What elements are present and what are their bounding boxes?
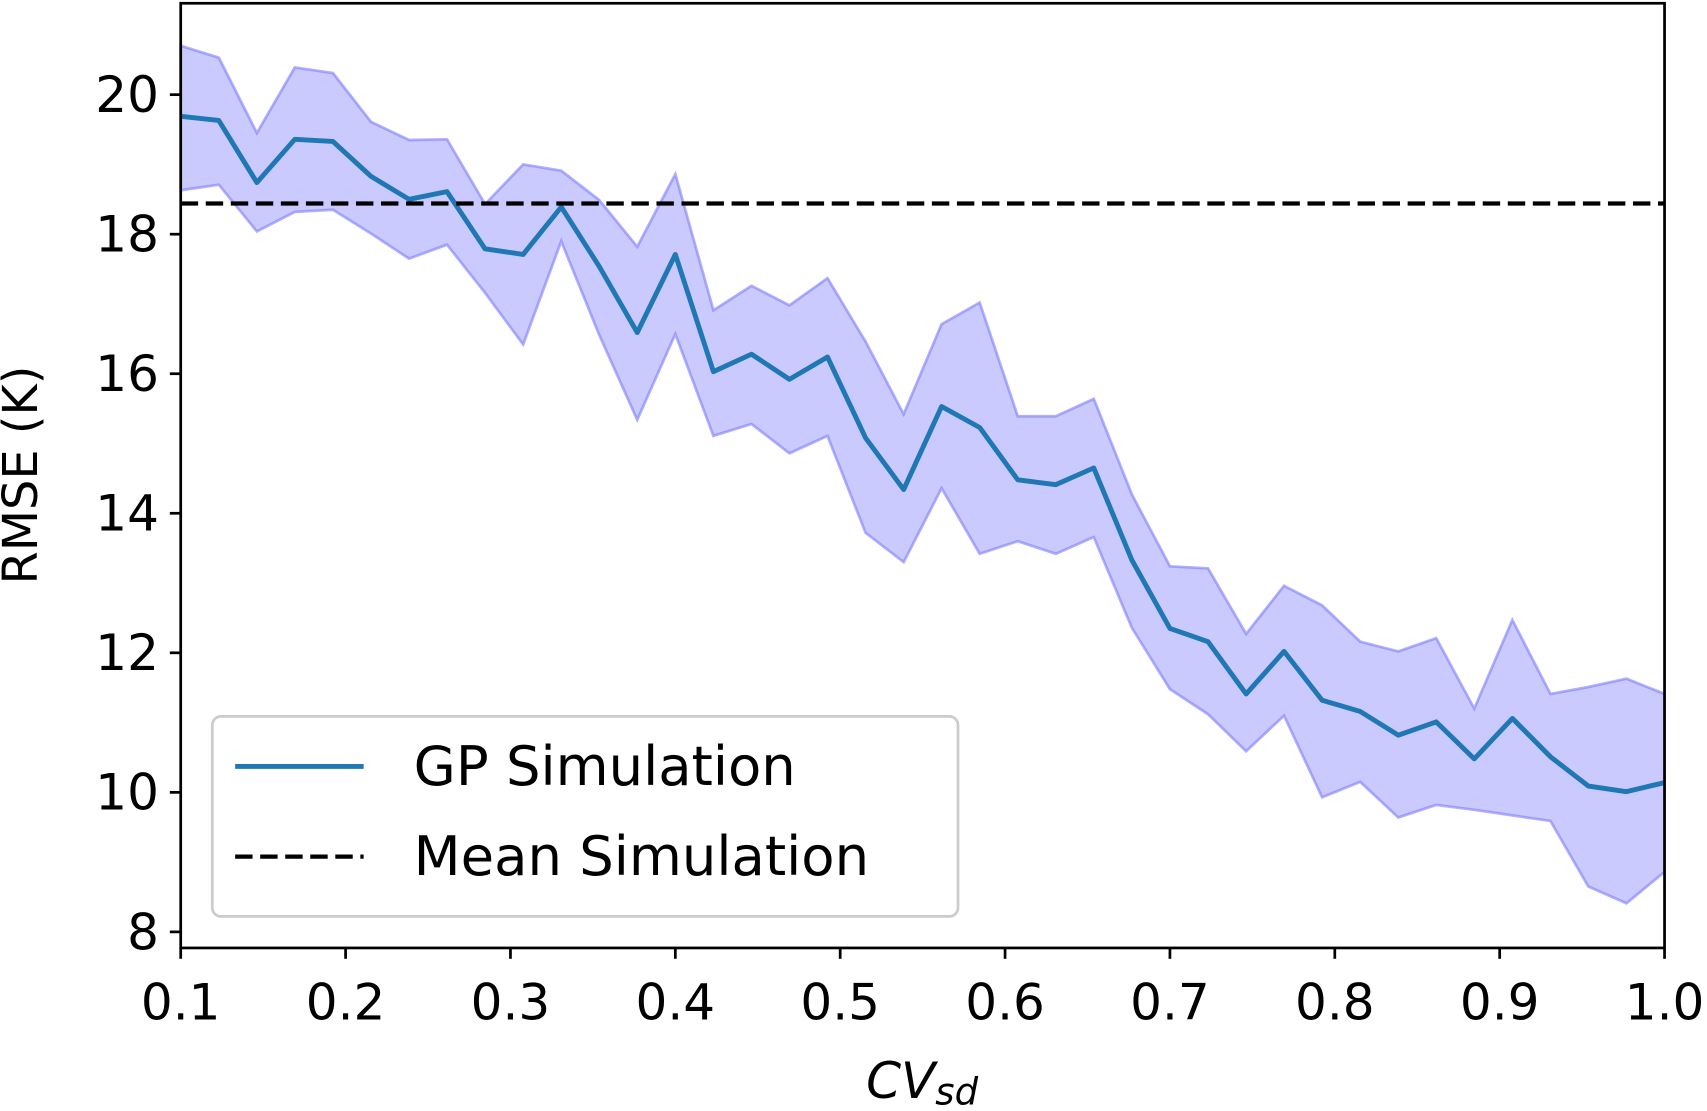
legend: GP Simulation Mean Simulation [210, 715, 960, 918]
y-tick-label: 8 [127, 903, 159, 961]
y-tick-label: 10 [95, 764, 159, 822]
x-tick-label: 0.3 [471, 974, 551, 1032]
x-tick-label: 1.0 [1625, 974, 1705, 1032]
x-tick-label: 0.1 [141, 974, 221, 1032]
x-axis-label: CVsd [866, 1052, 979, 1111]
x-axis-label-main: CV [866, 1052, 939, 1110]
x-tick-label: 0.9 [1460, 974, 1540, 1032]
y-tick-label: 18 [95, 206, 159, 264]
x-tick-label: 0.6 [965, 974, 1045, 1032]
x-axis-label-subscript: sd [935, 1071, 978, 1111]
legend-label: GP Simulation [414, 735, 796, 798]
y-tick-label: 14 [95, 485, 159, 543]
x-tick-label: 0.2 [306, 974, 386, 1032]
x-tick-label: 0.7 [1130, 974, 1210, 1032]
x-tick-label: 0.8 [1295, 974, 1375, 1032]
y-tick-label: 12 [95, 624, 159, 682]
y-tick-label: 16 [95, 345, 159, 403]
line [180, 113, 1666, 795]
y-axis-label: RMSE (K) [0, 366, 49, 585]
x-tick-label: 0.5 [800, 974, 880, 1032]
plot-frame [179, 1, 1666, 950]
x-tick-label: 0.4 [636, 974, 716, 1032]
legend-box [210, 715, 960, 918]
legend-label: Mean Simulation [414, 825, 869, 888]
y-tick-label: 20 [95, 66, 159, 124]
